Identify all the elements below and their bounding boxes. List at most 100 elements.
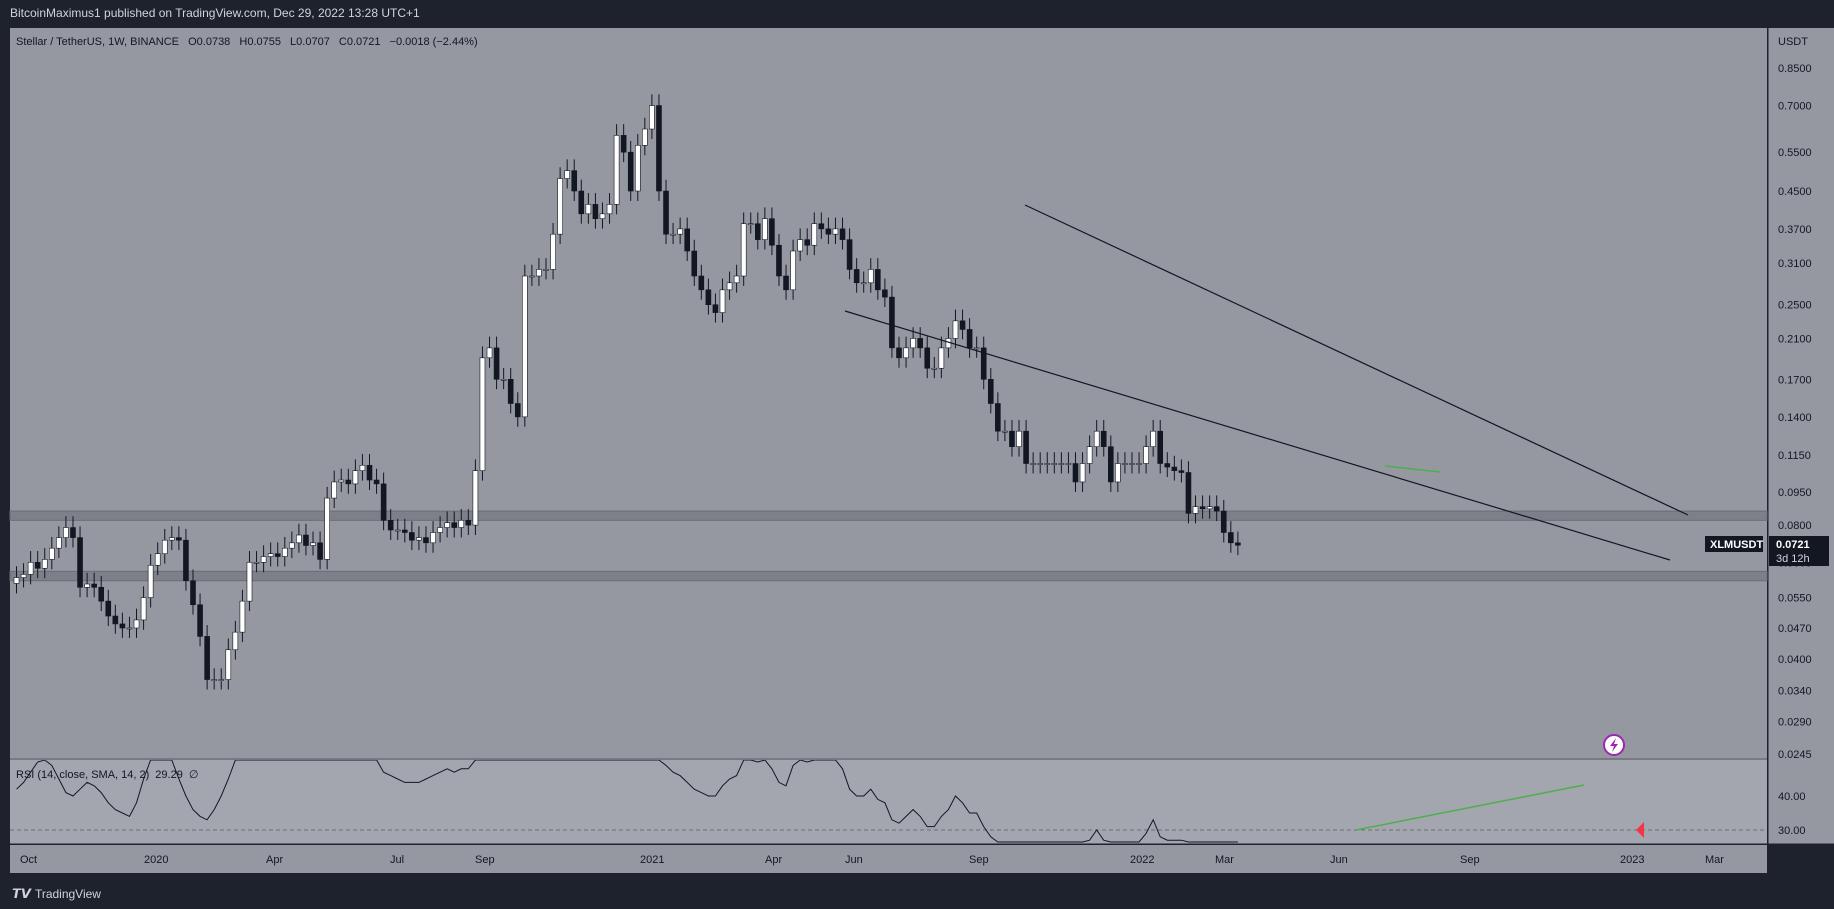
candle-body	[289, 542, 295, 549]
candle-body	[451, 522, 458, 528]
candle-body	[987, 379, 994, 404]
last-price-value: 0.0721	[1776, 539, 1810, 551]
candle-body	[486, 347, 493, 359]
price-tick-label: 0.0245	[1778, 749, 1812, 761]
candle-body	[147, 564, 154, 598]
price-tick-label: 0.0400	[1778, 654, 1812, 666]
candle-body	[366, 464, 373, 481]
candle-body	[126, 627, 133, 630]
last-price-symbol: XLMUSDT	[1710, 539, 1763, 551]
candle-body	[882, 289, 888, 298]
candle-body	[853, 269, 860, 284]
candle-body	[867, 269, 874, 284]
brand-label: TradingView	[34, 887, 101, 901]
candle-body	[197, 604, 203, 637]
candle-body	[1157, 430, 1164, 464]
candle-body	[218, 679, 225, 681]
price-tick-label: 0.1150	[1778, 450, 1811, 462]
candle-body	[331, 481, 338, 499]
candle-body	[13, 577, 20, 584]
candle-body	[712, 304, 719, 313]
lightning-icon[interactable]	[1603, 734, 1625, 756]
candle-body	[1030, 463, 1036, 465]
candle-body	[811, 223, 818, 246]
candle-body	[670, 233, 676, 236]
candle-body	[705, 289, 712, 306]
price-pane[interactable]	[10, 28, 1767, 758]
candle-body	[1185, 472, 1192, 514]
candle-body	[698, 275, 705, 291]
wedge-trendlines	[844, 204, 1689, 561]
tradingview-logo[interactable]: 𝙏𝙑 TradingView	[12, 880, 101, 909]
bearish-arrow-icon	[1636, 822, 1644, 838]
candle-body	[423, 537, 429, 544]
time-tick-label: Jun	[1330, 854, 1348, 866]
candle-body	[747, 223, 754, 226]
price-tick-label: 0.7000	[1778, 101, 1812, 113]
candle-body	[924, 347, 931, 369]
time-tick-label: Apr	[765, 854, 782, 866]
time-tick-label: Mar	[1705, 854, 1724, 866]
price-tick-label: 0.2500	[1778, 300, 1812, 312]
candle-body	[1192, 506, 1199, 514]
publish-header: BitcoinMaximus1 published on TradingView…	[0, 0, 1834, 27]
candle-body	[875, 269, 881, 291]
candle-body	[726, 282, 733, 291]
candle-body	[183, 539, 189, 582]
candle-body	[1065, 463, 1072, 465]
candle-body	[465, 520, 472, 526]
price-tick-label: 0.8500	[1778, 63, 1812, 75]
candle-body	[444, 522, 450, 528]
last-price-countdown: 3d 12h	[1776, 553, 1810, 565]
candle-body	[63, 527, 69, 538]
candle-body	[430, 532, 436, 544]
candle-body	[522, 275, 528, 418]
rsi-tick-label: 40.00	[1778, 791, 1806, 803]
candle-body	[437, 527, 443, 533]
candle-body	[917, 338, 923, 349]
candle-body	[140, 597, 147, 621]
symbol-legend[interactable]: Stellar / TetherUS, 1W, BINANCE O0.0738 …	[16, 36, 478, 48]
candle-body	[536, 269, 542, 277]
candle-body	[458, 520, 465, 528]
candle-body	[1122, 463, 1128, 465]
candle-body	[557, 178, 563, 235]
candle-body	[56, 537, 62, 549]
candle-body	[394, 529, 401, 532]
candle-body	[1108, 446, 1114, 483]
time-tick-label: Sep	[475, 854, 495, 866]
candle-body	[620, 135, 627, 153]
rsi-legend[interactable]: RSI (14, close, SMA, 14, 2) 29.29 ∅	[16, 769, 198, 781]
price-tick-label: 0.0470	[1778, 623, 1812, 635]
footer: 𝙏𝙑 TradingView	[0, 880, 1834, 909]
candle-body	[606, 204, 613, 215]
candle-body	[592, 204, 599, 219]
candle-body	[677, 228, 683, 235]
candles	[13, 94, 1241, 690]
candle-body	[691, 250, 698, 277]
candle-body	[938, 347, 945, 369]
candle-body	[267, 553, 274, 557]
candle-body	[613, 135, 620, 205]
candle-body	[1171, 466, 1178, 471]
candle-body	[649, 105, 655, 130]
time-tick-label: Sep	[969, 854, 989, 866]
time-axis[interactable]	[10, 845, 1767, 873]
candle-body	[416, 537, 422, 541]
candle-body	[1206, 506, 1213, 510]
rsi-trendline	[1355, 784, 1585, 831]
price-unit: USDT	[1778, 36, 1808, 48]
price-axis[interactable]	[1768, 28, 1834, 844]
candle-body	[754, 223, 761, 240]
candle-body	[889, 296, 895, 349]
candle-body	[846, 239, 853, 270]
candle-body	[380, 483, 387, 521]
candle-body	[804, 239, 811, 246]
price-chart[interactable]: Stellar / TetherUS, 1W, BINANCE O0.0738 …	[0, 0, 1834, 880]
candle-body	[493, 347, 500, 380]
candle-body	[1129, 463, 1135, 465]
rsi-pane[interactable]	[10, 760, 1767, 844]
tv-logo-icon: 𝙏𝙑	[12, 887, 31, 902]
candle-body	[232, 631, 239, 651]
candle-body	[564, 170, 570, 179]
